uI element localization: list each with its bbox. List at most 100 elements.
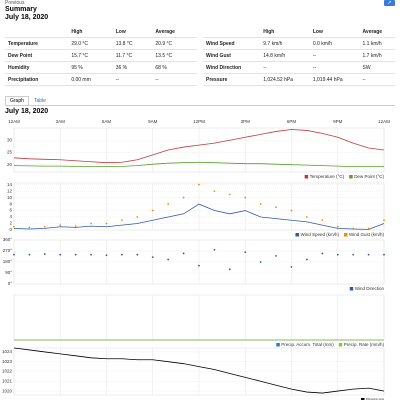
x-tick-label: 6AM — [102, 119, 112, 124]
data-point — [367, 253, 370, 256]
row-label: Pressure — [203, 73, 261, 86]
cell: 95 % — [68, 61, 113, 74]
data-point — [352, 253, 355, 256]
table-row: Dew Point 15.7 °C 11.7 °C 13.5 °C — [5, 49, 197, 62]
legend-swatch — [349, 175, 353, 179]
previous-link[interactable]: Previous — [5, 0, 25, 6]
data-line — [13, 203, 385, 230]
legend-label: Wind Gust (km/h) — [349, 232, 385, 237]
table-row: Wind Gust 14.8 km/h -- 1.7 km/h — [203, 49, 395, 62]
cell: 36 % — [112, 61, 153, 74]
data-point — [336, 225, 339, 228]
header-cell: High — [260, 26, 310, 38]
data-point — [290, 265, 293, 268]
data-point — [383, 253, 385, 256]
cell: 0.00 mm — [68, 73, 113, 86]
data-point — [290, 209, 293, 212]
data-point — [306, 216, 308, 218]
x-tick-label: 3PM — [241, 119, 251, 124]
data-point — [136, 253, 139, 256]
cell: 1,024.52 hPa — [260, 73, 310, 86]
row-label: Humidity — [5, 61, 69, 74]
y-tick-label: 2 — [9, 221, 12, 226]
expand-button[interactable]: ↗ — [384, 0, 395, 6]
y-tick-label: 1022 — [2, 369, 13, 374]
graph-date: July 18, 2020 — [5, 108, 49, 115]
data-point — [43, 225, 46, 228]
data-line — [13, 129, 385, 164]
data-point — [167, 258, 170, 261]
table-row: Pressure 1,024.52 hPa 1,019.44 hPa -- — [203, 73, 395, 86]
data-point — [167, 203, 170, 205]
legend-swatch — [304, 175, 309, 179]
cell: -- — [152, 73, 197, 86]
y-tick-label: 1020 — [2, 388, 13, 393]
table-row: Wind Direction -- -- SW — [203, 61, 395, 74]
data-point — [59, 224, 62, 227]
y-tick-label: 270° — [3, 248, 13, 253]
data-point — [244, 251, 247, 254]
cell: 0.0 km/h — [309, 37, 360, 50]
legend-swatch — [343, 233, 348, 237]
legend-label: Dew Point (°C) — [354, 174, 384, 179]
cell: -- — [309, 49, 360, 62]
legend-swatch — [349, 287, 354, 291]
cell: 13.8 °C — [112, 37, 153, 50]
cell: 11.7 °C — [112, 49, 153, 62]
cell: 13.5 °C — [152, 49, 197, 62]
data-point — [275, 206, 277, 209]
y-tick-label: 10 — [7, 195, 13, 200]
data-point — [213, 190, 216, 193]
cell: -- — [112, 73, 153, 86]
header-row: High Low Average — [5, 26, 197, 38]
data-point — [136, 216, 139, 218]
data-point — [336, 253, 339, 256]
data-point — [28, 253, 31, 256]
cell: -- — [309, 61, 360, 74]
data-point — [259, 261, 262, 263]
tab[interactable]: Graph — [5, 96, 29, 105]
header-cell — [5, 26, 69, 38]
y-tick-label: 8 — [9, 201, 12, 206]
summary-table: High Low Average Wind Speed 9.7 km/h 0.0 km/h… — [203, 26, 395, 86]
y-tick-label: 14 — [7, 182, 13, 187]
tab[interactable]: Table — [34, 98, 46, 104]
x-tick-label: 9PM — [333, 119, 343, 124]
table-row: Precipitation 0.00 mm -- -- — [5, 73, 197, 86]
table-row: Wind Speed 9.7 km/h 0.0 km/h 1.1 km/h — [203, 37, 395, 50]
x-tick-label: 9AM — [148, 119, 158, 124]
y-tick-label: 1021 — [2, 378, 13, 383]
data-point — [105, 222, 108, 225]
legend-swatch — [360, 398, 365, 400]
cell: 1,019.44 hPa — [309, 73, 360, 86]
summary-title: Summary — [5, 6, 37, 13]
data-point — [43, 253, 46, 255]
legend-label: Wind Direction — [355, 286, 385, 291]
cell: -- — [359, 73, 395, 86]
legend-label: Precip. Rate (mm/h) — [344, 342, 385, 347]
header-row: High Low Average — [203, 26, 395, 38]
y-tick-label: 0 — [9, 227, 12, 232]
header-cell: Low — [309, 26, 360, 38]
summary-date: July 18, 2020 — [5, 14, 49, 21]
data-point — [228, 268, 231, 271]
header-cell — [203, 26, 261, 38]
y-tick-label: 90° — [5, 270, 12, 275]
row-label: Wind Direction — [203, 61, 261, 74]
header-cell: High — [68, 26, 113, 38]
row-label: Temperature — [5, 37, 69, 50]
cell: 9.7 km/h — [260, 37, 310, 50]
data-point — [198, 183, 200, 186]
data-line — [13, 347, 385, 394]
data-point — [74, 253, 77, 256]
data-point — [90, 253, 92, 256]
cell: SW — [359, 61, 395, 74]
legend-swatch — [338, 343, 343, 347]
table-row: Temperature 29.0 °C 13.8 °C 20.9 °C — [5, 37, 197, 50]
data-point — [213, 248, 216, 251]
x-tick-label: 12PM — [193, 119, 205, 124]
legend-swatch — [295, 233, 299, 237]
row-label: Dew Point — [5, 49, 69, 62]
